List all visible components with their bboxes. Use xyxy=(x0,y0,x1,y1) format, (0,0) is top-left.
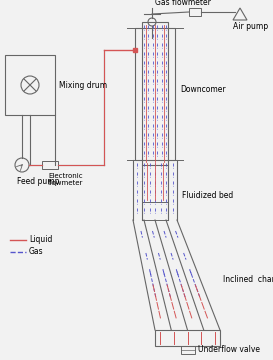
Bar xyxy=(42,161,58,169)
Bar xyxy=(142,202,168,220)
Text: Electronic
flowmeter: Electronic flowmeter xyxy=(48,173,83,186)
Text: Feed pump: Feed pump xyxy=(17,177,60,186)
Bar xyxy=(135,28,175,160)
Text: Underflow valve: Underflow valve xyxy=(197,346,260,355)
Text: Gas flowmeter: Gas flowmeter xyxy=(155,0,211,7)
Text: Inclined  channel: Inclined channel xyxy=(223,275,273,284)
Bar xyxy=(142,22,168,165)
Bar xyxy=(155,330,220,346)
Bar xyxy=(180,346,194,354)
Bar xyxy=(5,55,55,115)
Text: Downcomer: Downcomer xyxy=(180,85,225,94)
Text: Liquid: Liquid xyxy=(29,235,52,244)
Text: Fluidized bed: Fluidized bed xyxy=(182,190,233,199)
Text: Air pump: Air pump xyxy=(233,22,268,31)
Bar xyxy=(189,8,201,16)
Text: Gas: Gas xyxy=(29,248,44,256)
Text: Mixing drum: Mixing drum xyxy=(59,81,107,90)
